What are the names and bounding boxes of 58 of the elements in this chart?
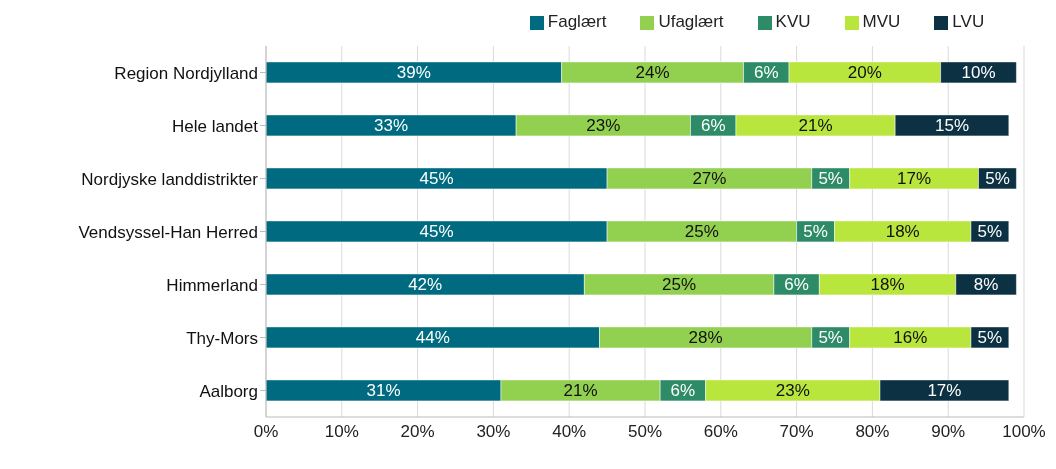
x-tick-label: 90% bbox=[931, 422, 966, 442]
x-tick-label: 30% bbox=[476, 422, 511, 442]
data-label: 10% bbox=[961, 63, 996, 83]
data-label: 18% bbox=[885, 222, 920, 242]
data-label: 6% bbox=[670, 381, 696, 401]
legend-label: Ufaglært bbox=[658, 12, 724, 31]
y-tick-label: Vendsyssel-Han Herred bbox=[78, 222, 258, 242]
data-label: 25% bbox=[662, 275, 697, 295]
legend-label: KVU bbox=[775, 12, 811, 31]
x-tick-label: 40% bbox=[552, 422, 587, 442]
data-label: 20% bbox=[847, 63, 882, 83]
data-label: 16% bbox=[893, 328, 928, 348]
y-tick-label: Hele landet bbox=[171, 116, 259, 136]
data-label: 45% bbox=[419, 169, 454, 189]
data-label: 23% bbox=[775, 381, 810, 401]
x-tick-label: 10% bbox=[324, 422, 359, 442]
data-label: 44% bbox=[415, 328, 450, 348]
data-label: 17% bbox=[897, 169, 932, 189]
y-tick-label: Region Nordjylland bbox=[114, 63, 258, 83]
x-tick-label: 20% bbox=[400, 422, 435, 442]
data-label: 24% bbox=[635, 63, 670, 83]
data-label: 25% bbox=[684, 222, 719, 242]
data-label: 5% bbox=[985, 169, 1010, 189]
data-label: 23% bbox=[586, 116, 621, 136]
x-tick-label: 60% bbox=[703, 422, 738, 442]
data-label: 33% bbox=[374, 116, 409, 136]
data-label: 21% bbox=[798, 116, 833, 136]
data-label: 31% bbox=[366, 381, 401, 401]
data-label: 6% bbox=[784, 275, 809, 295]
data-label: 42% bbox=[408, 275, 443, 295]
data-label: 21% bbox=[563, 381, 598, 401]
legend-label: MVU bbox=[862, 12, 901, 31]
y-tick-label: Thy-Mors bbox=[186, 328, 258, 348]
data-label: 17% bbox=[927, 381, 962, 401]
data-label: 27% bbox=[692, 169, 727, 189]
data-label: 5% bbox=[977, 328, 1003, 348]
data-label: 28% bbox=[688, 328, 723, 348]
data-label: 15% bbox=[934, 116, 970, 136]
data-label: 18% bbox=[870, 275, 905, 295]
x-tick-label: 80% bbox=[855, 422, 890, 442]
x-tick-label: 0% bbox=[253, 422, 279, 442]
legend-label: LVU bbox=[952, 12, 985, 31]
legend-label: Faglært bbox=[547, 12, 607, 31]
data-label: 39% bbox=[396, 63, 431, 83]
data-label: 5% bbox=[803, 222, 828, 242]
data-label: 45% bbox=[419, 222, 454, 242]
data-label: 5% bbox=[818, 169, 843, 189]
data-label: 6% bbox=[700, 116, 726, 136]
data-label: 5% bbox=[818, 328, 843, 348]
x-tick-label: 100% bbox=[1002, 422, 1046, 442]
y-tick-label: Himmerland bbox=[166, 275, 258, 295]
x-tick-label: 70% bbox=[779, 422, 814, 442]
data-label: 8% bbox=[973, 275, 999, 295]
y-tick-label: Aalborg bbox=[199, 381, 258, 401]
x-tick-label: 50% bbox=[627, 422, 663, 442]
data-label: 5% bbox=[977, 222, 1003, 242]
data-label: 6% bbox=[753, 63, 779, 83]
y-tick-label: Nordjyske landdistrikter bbox=[81, 169, 259, 189]
